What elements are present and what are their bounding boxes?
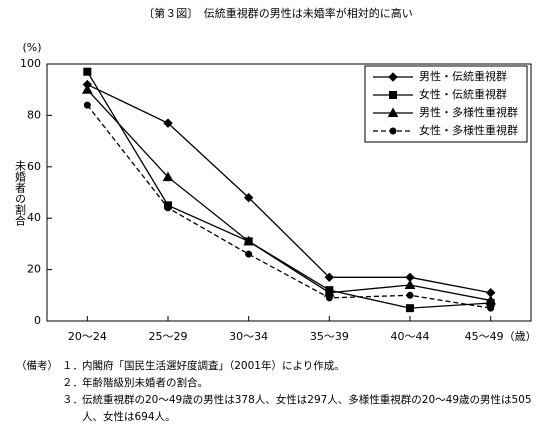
marker xyxy=(243,192,254,203)
x-tick-label: 30〜34 xyxy=(229,330,268,343)
note-number: １． xyxy=(62,360,83,372)
y-tick-label: 0 xyxy=(34,314,41,327)
series-line xyxy=(86,89,491,302)
note-row: （備考） １． 内閣府「国民生活選好度調査」（2001年）により作成。 xyxy=(16,358,546,375)
note-text: 年齢階級別未婚者の割合。 xyxy=(82,377,208,389)
series-line xyxy=(87,83,491,294)
legend-marker xyxy=(389,91,397,99)
marker xyxy=(325,294,333,302)
x-tick-label: 20〜24 xyxy=(68,330,107,343)
marker xyxy=(406,291,414,299)
note-number: ２． xyxy=(62,377,83,389)
legend-label: 女性・多様性重視群 xyxy=(419,123,518,137)
legend-marker xyxy=(387,107,399,117)
x-tick-label: 35〜39 xyxy=(310,330,349,343)
marker xyxy=(163,118,173,128)
marker xyxy=(487,304,495,312)
y-tick-label: 100 xyxy=(20,57,41,70)
x-tick-label: 45〜49（歳） xyxy=(465,330,537,343)
y-tick-label: 60 xyxy=(27,160,41,173)
note-number: ３． xyxy=(62,394,83,406)
marker xyxy=(404,279,416,290)
note-row: ３． 伝統重視群の20〜49歳の男性は378人、女性は297人、多様性重視群の20… xyxy=(16,392,546,426)
notes-heading xyxy=(16,375,62,392)
legend-marker xyxy=(389,127,397,135)
marker xyxy=(406,304,414,313)
y-tick-label: 80 xyxy=(27,108,41,121)
notes-heading xyxy=(16,392,62,426)
marker xyxy=(83,101,91,109)
chart: 〔第３図〕 伝統重視群の男性は未婚率が相対的に高い (%) 未婚者の割合 0 20… xyxy=(14,6,537,343)
y-axis-label: 未婚者の割合 xyxy=(14,160,27,226)
legend-label: 男性・伝統重視群 xyxy=(419,69,507,83)
notes-heading: （備考） xyxy=(16,360,58,372)
marker xyxy=(245,250,253,258)
chart-title: 〔第３図〕 伝統重視群の男性は未婚率が相対的に高い xyxy=(143,6,413,20)
marker xyxy=(485,294,497,305)
y-tick-label: 20 xyxy=(27,263,41,276)
marker xyxy=(162,171,174,182)
legend-label: 男性・多様性重視群 xyxy=(419,105,518,119)
legend-marker xyxy=(388,72,398,82)
note-text: 内閣府「国民生活選好度調査」（2001年）により作成。 xyxy=(82,360,345,372)
note-row: ２． 年齢階級別未婚者の割合。 xyxy=(16,375,546,392)
series-line xyxy=(86,104,491,309)
y-unit: (%) xyxy=(22,41,41,54)
marker xyxy=(83,67,92,76)
y-tick-label: 40 xyxy=(27,211,41,224)
marker xyxy=(81,84,93,94)
marker xyxy=(324,272,335,283)
plot-frame xyxy=(46,63,532,322)
x-tick-label: 40〜44 xyxy=(391,330,430,343)
marker xyxy=(243,235,255,246)
x-tick-label: 25〜29 xyxy=(149,330,188,343)
note-text: 伝統重視群の20〜49歳の男性は378人、女性は297人、多様性重視群の20〜4… xyxy=(82,394,532,423)
marker xyxy=(164,204,172,212)
notes: （備考） １． 内閣府「国民生活選好度調査」（2001年）により作成。 ２． 年齢階級別… xyxy=(16,358,546,426)
series-line xyxy=(86,71,491,309)
legend-label: 女性・伝統重視群 xyxy=(419,87,507,101)
